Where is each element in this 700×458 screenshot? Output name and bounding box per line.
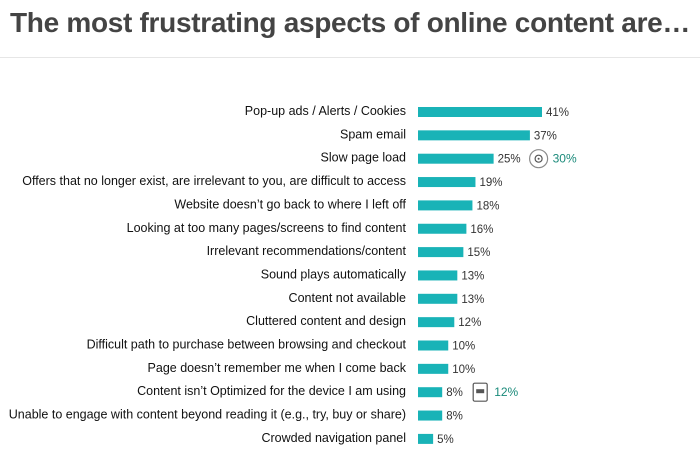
category-label: Crowded navigation panel <box>261 431 406 445</box>
category-label: Offers that no longer exist, are irrelev… <box>22 174 406 188</box>
value-label: 10% <box>452 364 475 376</box>
bar <box>418 200 473 211</box>
callout-value-label: 12% <box>494 385 518 399</box>
value-label: 37% <box>534 130 557 142</box>
category-label: Difficult path to purchase between brows… <box>87 338 407 352</box>
bar <box>418 387 443 398</box>
value-label: 5% <box>437 434 454 446</box>
value-label: 15% <box>467 247 490 259</box>
category-label: Irrelevant recommendations/content <box>207 244 407 258</box>
category-label: Page doesn’t remember me when I come bac… <box>148 361 407 375</box>
value-label: 10% <box>452 341 475 353</box>
value-label: 13% <box>461 270 484 282</box>
category-label: Spam email <box>340 127 406 141</box>
bar <box>418 247 464 258</box>
value-label: 12% <box>458 317 481 329</box>
bar <box>418 433 434 444</box>
value-label: 8% <box>446 387 463 399</box>
callout-value-label: 30% <box>553 152 577 166</box>
bar <box>418 317 455 328</box>
category-label: Pop-up ads / Alerts / Cookies <box>245 104 406 118</box>
bar <box>418 270 458 281</box>
bar <box>418 223 467 234</box>
category-label: Content isn’t Optimized for the device I… <box>137 384 406 398</box>
category-label: Sound plays automatically <box>261 267 407 281</box>
bar <box>418 130 530 141</box>
value-label: 13% <box>461 294 484 306</box>
bar <box>418 340 449 351</box>
category-label: Website doesn’t go back to where I left … <box>174 197 406 211</box>
bar <box>418 363 449 374</box>
category-label: Unable to engage with content beyond rea… <box>9 408 406 422</box>
value-label: 41% <box>546 107 569 119</box>
category-label: Looking at too many pages/screens to fin… <box>127 221 407 235</box>
value-label: 19% <box>479 177 502 189</box>
category-label: Slow page load <box>321 151 407 165</box>
category-label: Content not available <box>289 291 406 305</box>
bar <box>418 107 542 117</box>
mobile-device-icon <box>472 382 488 402</box>
value-label: 25% <box>498 154 521 166</box>
title-divider <box>0 57 700 58</box>
bar <box>418 153 494 164</box>
category-label: Cluttered content and design <box>246 314 406 328</box>
bar <box>418 177 476 188</box>
stopwatch-icon <box>529 149 549 169</box>
bar <box>418 293 458 304</box>
value-label: 18% <box>476 200 499 212</box>
value-label: 8% <box>446 411 463 423</box>
value-label: 16% <box>470 224 493 236</box>
chart-title: The most frustrating aspects of online c… <box>10 7 691 38</box>
bar <box>418 410 443 421</box>
